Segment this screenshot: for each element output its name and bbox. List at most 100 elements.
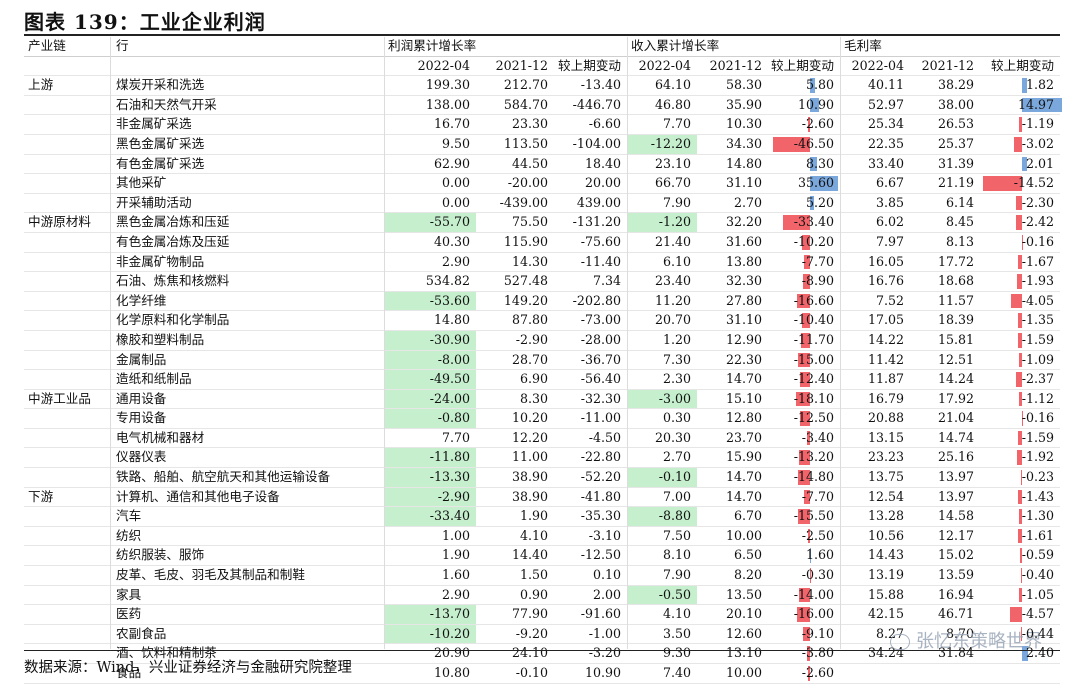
value-cell: 11.87 <box>867 371 904 387</box>
value-cell: 13.97 <box>937 469 974 485</box>
delta-value: -9.10 <box>801 625 834 641</box>
value-cell: -11.00 <box>580 410 621 426</box>
chain-label <box>24 409 114 428</box>
delta-cell: 2.40 <box>980 644 1060 663</box>
value-cell: 2.70 <box>662 449 691 465</box>
value-cell: -49.50 <box>384 370 476 389</box>
table-row: 医药 -13.70 77.90 -91.60 4.10 20.10 -16.00 42.15 4… <box>24 605 1060 625</box>
data-bar-negative <box>1017 254 1022 270</box>
delta-value: -2.60 <box>801 116 834 132</box>
data-bar-positive <box>1022 646 1029 661</box>
value-cell: 23.40 <box>654 273 691 289</box>
value-cell: -20.00 <box>507 175 548 191</box>
value-cell: -6.60 <box>588 116 621 132</box>
delta-cell: -7.70 <box>768 488 840 507</box>
value-cell: 40.30 <box>433 233 470 249</box>
delta-cell: -1.09 <box>980 351 1060 370</box>
industry-name: 煤炭开采和洗选 <box>116 77 205 93</box>
value-cell: 439.00 <box>576 194 621 210</box>
delta-value: 1.82 <box>1025 77 1054 93</box>
delta-cell: -15.00 <box>768 351 840 370</box>
value-cell: 23.23 <box>867 449 904 465</box>
table-row: 石油和天然气开采 138.00 584.70 -446.70 46.80 35.90 10.… <box>24 96 1062 116</box>
column-header: 较上期变动 <box>991 57 1054 73</box>
value-cell: 3.50 <box>662 625 691 641</box>
delta-value: -0.16 <box>1021 233 1054 249</box>
value-cell: -53.60 <box>384 291 476 311</box>
delta-cell: -1.59 <box>980 331 1060 350</box>
chain-label <box>24 155 114 174</box>
delta-cell: -4.05 <box>980 292 1060 311</box>
table-row: 其他采矿 0.00 -20.00 20.00 66.70 31.10 35.60 6.67 21… <box>24 174 1060 194</box>
delta-value: -3.80 <box>801 645 834 661</box>
chain-label <box>24 96 114 115</box>
value-cell: 87.80 <box>511 312 548 328</box>
value-cell: -0.50 <box>627 585 697 605</box>
delta-cell: -14.00 <box>768 586 840 605</box>
value-cell: 115.90 <box>503 233 548 249</box>
delta-value: -0.59 <box>1021 547 1054 563</box>
data-bar-negative <box>798 352 810 368</box>
industry-name: 纺织服装、服饰 <box>116 547 205 563</box>
data-bar-negative <box>1018 489 1022 505</box>
delta-cell <box>980 664 1060 683</box>
data-bar-negative <box>798 587 810 603</box>
value-cell: 12.20 <box>511 429 548 445</box>
delta-cell: -2.42 <box>980 213 1060 232</box>
value-cell: -32.30 <box>580 390 621 406</box>
table-row: 汽车 -33.40 1.90 -35.30 -8.80 6.70 -15.50 13.28 14… <box>24 507 1060 527</box>
delta-cell: -3.40 <box>768 429 840 448</box>
value-cell: 1.90 <box>441 547 470 563</box>
value-cell: 20.10 <box>725 606 762 622</box>
delta-cell: 5.20 <box>768 194 840 213</box>
delta-cell: -8.90 <box>768 272 840 291</box>
delta-value: -10.20 <box>793 233 834 249</box>
value-cell: 13.75 <box>867 469 904 485</box>
header-row-columns: 2022-04 2021-12 较上期变动 2022-04 2021-12 较上期变动 20… <box>24 57 1060 77</box>
value-cell: 7.34 <box>592 273 621 289</box>
value-cell: 21.19 <box>937 175 974 191</box>
value-cell: -4.50 <box>588 429 621 445</box>
value-cell: 62.90 <box>433 155 470 171</box>
value-cell: -24.00 <box>384 389 476 409</box>
data-bar-negative <box>1015 195 1022 211</box>
figure-title: 图表 139：工业企业利润 <box>24 10 266 34</box>
delta-cell: -14.80 <box>768 468 840 487</box>
value-cell: 0.00 <box>441 175 470 191</box>
value-cell: 32.30 <box>725 273 762 289</box>
value-cell: 20.88 <box>867 410 904 426</box>
table-row: 下游 计算机、通信和其他电子设备 -2.90 38.90 -41.80 7.00 14.70… <box>24 487 1060 508</box>
table-row: 家具 2.90 0.90 2.00 -0.50 13.50 -14.00 15.88 16.94… <box>24 585 1060 606</box>
value-cell: 527.48 <box>503 273 548 289</box>
industry-name: 铁路、船舶、航空航天和其他运输设备 <box>116 469 331 485</box>
delta-cell: -7.70 <box>768 253 840 272</box>
data-bar-negative <box>807 117 810 132</box>
industry-name: 农副食品 <box>116 625 167 641</box>
column-header: 2022-04 <box>417 57 470 73</box>
industry-name: 非金属矿物制品 <box>116 253 205 269</box>
delta-cell: -16.00 <box>768 605 840 624</box>
value-cell: 149.20 <box>503 292 548 308</box>
value-cell: 0.10 <box>592 567 621 583</box>
table-row: 金属制品 -8.00 28.70 -36.70 7.30 22.30 -15.00 11.42… <box>24 350 1060 371</box>
delta-cell: -0.40 <box>980 566 1060 585</box>
industry-name: 黑色金属冶炼和压延 <box>116 214 230 230</box>
value-cell: 66.70 <box>654 175 691 191</box>
value-cell: 25.34 <box>867 116 904 132</box>
delta-cell: -2.60 <box>768 115 840 134</box>
delta-value: -0.44 <box>1021 625 1054 641</box>
value-cell: 10.00 <box>725 527 762 543</box>
value-cell: 18.39 <box>937 312 974 328</box>
delta-cell: -0.16 <box>980 233 1060 252</box>
value-cell: 7.30 <box>662 351 691 367</box>
value-cell: -52.20 <box>580 469 621 485</box>
chain-label <box>24 351 114 370</box>
value-cell: 8.30 <box>519 390 548 406</box>
data-bar-negative <box>1021 470 1022 485</box>
value-cell: -10.20 <box>384 624 476 644</box>
industry-name: 橡胶和塑料制品 <box>116 331 205 347</box>
value-cell: 6.90 <box>519 371 548 387</box>
delta-value: -12.40 <box>793 371 834 387</box>
profit-table: 产业链 行 利润累计增长率 收入累计增长率 毛利率 2022-04 2021-12… <box>24 37 1062 684</box>
value-cell: 199.30 <box>425 77 470 93</box>
